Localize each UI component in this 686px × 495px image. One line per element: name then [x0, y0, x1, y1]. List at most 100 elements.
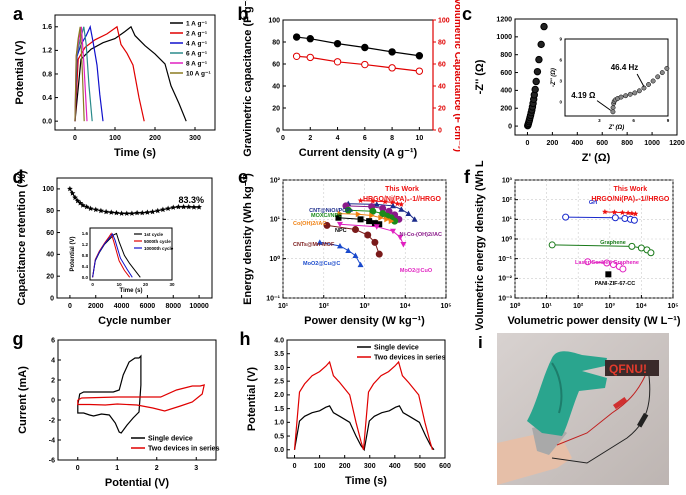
this-work-material-label: HRGO/Ni(PA)₂-1//HRGO — [363, 196, 442, 203]
data-point — [351, 226, 359, 234]
inset-frame — [89, 227, 173, 281]
data-point — [388, 218, 395, 225]
y-tick-label: 10⁻³ — [498, 295, 512, 302]
data-point — [602, 208, 608, 215]
data-point — [180, 203, 187, 210]
inset-data-point — [610, 105, 616, 111]
series-nyquist — [524, 22, 548, 130]
y-tick-label: 0.8 — [42, 71, 52, 78]
y-tick-label: 60 — [46, 230, 54, 237]
inset-data-point — [646, 82, 651, 87]
x-tick-label: 200 — [339, 463, 351, 470]
x-axis-label: Power density (W kg⁻¹) — [304, 315, 425, 327]
y-tick-label: 0 — [51, 397, 55, 404]
data-point — [336, 221, 343, 228]
chart-d: d0 2000 4000 6000 8000 10000020406080100Cycle… — [13, 167, 213, 327]
annotation-arrow — [636, 73, 645, 87]
x-tick-label: 10000 — [189, 303, 209, 310]
x-tick-label: 300 — [364, 463, 376, 470]
data-point — [316, 239, 323, 245]
inset-y-tick-label: 0.4 — [82, 264, 89, 269]
data-point — [366, 218, 373, 225]
data-point — [170, 204, 177, 210]
x-tick-label: 3 — [194, 465, 198, 472]
inset-series-line — [92, 233, 133, 278]
chart-f: f 10⁰ 10¹ 10² 10³ 10⁴ 10⁵ 10⁻³ 10⁻² 10⁻¹ 10⁰ 10¹ 10²… — [464, 160, 681, 330]
data-point — [185, 203, 192, 210]
x-axis-label: Cycle number — [98, 315, 171, 327]
data-point — [355, 211, 362, 218]
series-line — [74, 25, 187, 122]
inset-x-label: Time (s) — [120, 288, 143, 294]
series-two-devices-in-series — [77, 384, 205, 412]
y-tick-label: 60 — [272, 61, 280, 68]
data-point — [357, 197, 364, 203]
x-tick-label: 2 — [155, 465, 159, 472]
x-axis-label: Volumetric power density (W L⁻¹) — [507, 315, 680, 327]
panel-letter-e: e — [238, 167, 248, 187]
data-point — [531, 85, 539, 94]
x-tick-label: 10³ — [605, 303, 616, 310]
y-tick-label: 2 — [51, 377, 55, 384]
data-point — [129, 210, 135, 216]
data-point — [388, 64, 396, 72]
series-4-a-g- — [74, 24, 104, 122]
right-y-tick-label: 40 — [438, 84, 446, 91]
data-point — [540, 22, 548, 31]
inset-data-point — [618, 94, 624, 100]
x-tick-label: 10⁵ — [667, 303, 678, 310]
photo-illustration: QFNU! — [497, 333, 669, 485]
data-point — [344, 206, 352, 214]
series-retention — [67, 185, 202, 216]
series-label: MoO2@Cu@C — [303, 261, 340, 267]
series-this-work-hrgo-ni-pa-2-1-hrgo — [602, 208, 639, 217]
data-point — [87, 205, 94, 211]
inset-legend-label: 1st cycle — [144, 232, 164, 237]
inset-y-tick-label: 3 — [559, 79, 562, 84]
red-wire — [556, 375, 646, 446]
panel-letter-g: g — [13, 329, 24, 349]
panel-letter-d: d — [13, 167, 24, 187]
annotation-arrow — [596, 100, 612, 111]
series-line — [74, 26, 85, 122]
y-axis-label: Energy density (Wh kg⁻¹) — [242, 173, 254, 305]
x-tick-label: 400 — [389, 463, 401, 470]
y-tick-label: 10² — [270, 177, 281, 184]
y-axis-label: Volumetric energy density (Wh L⁻¹) — [474, 160, 486, 330]
y-tick-label: 1200 — [496, 16, 512, 23]
data-point — [611, 209, 618, 215]
inset-y-tick-label: 0 — [559, 100, 562, 105]
inset-x-tick-label: 10 — [117, 282, 123, 287]
series-graphene — [548, 241, 655, 257]
series-this-work-hrgo-ni-pa-2-1-hrgo — [357, 197, 405, 207]
chart-a: a 0 100 200 300 0.0 0.4 0.8 1.2 1.6 Time (s) Potent… — [13, 4, 216, 159]
data-point — [371, 238, 379, 246]
inset-x-tick-label: 6 — [632, 118, 635, 123]
y-tick-label: 10³ — [502, 177, 513, 184]
data-point — [361, 60, 369, 69]
data-point — [361, 43, 369, 52]
data-point — [74, 197, 81, 204]
y-tick-label: 200 — [500, 106, 512, 113]
data-point — [629, 210, 635, 216]
inset-x-tick-label: 0 — [91, 282, 94, 287]
inset-y-tick-label: 1.2 — [82, 242, 89, 247]
data-point — [123, 210, 130, 216]
y-tick-label: 40 — [46, 252, 54, 259]
x-tick-label: 1000 — [644, 140, 660, 147]
inset-y-tick-label: 0.8 — [82, 253, 89, 258]
series-label: Co(OH)2//AC — [293, 221, 326, 227]
inset-x-tick-label: 3 — [598, 118, 601, 123]
glove-shadow — [551, 362, 563, 414]
led-text: QFNU! — [609, 362, 647, 376]
right-y-tick-label: 0 — [438, 128, 442, 135]
data-point — [352, 252, 359, 258]
series-label: NPC — [335, 228, 347, 234]
panel-letter-h: h — [240, 329, 251, 349]
data-point — [144, 209, 151, 215]
x-tick-label: 0 — [68, 303, 72, 310]
data-point — [389, 228, 396, 235]
y-tick-label: 10¹ — [270, 217, 281, 224]
plot-frame — [282, 19, 434, 131]
y-tick-label: 40 — [272, 83, 280, 90]
